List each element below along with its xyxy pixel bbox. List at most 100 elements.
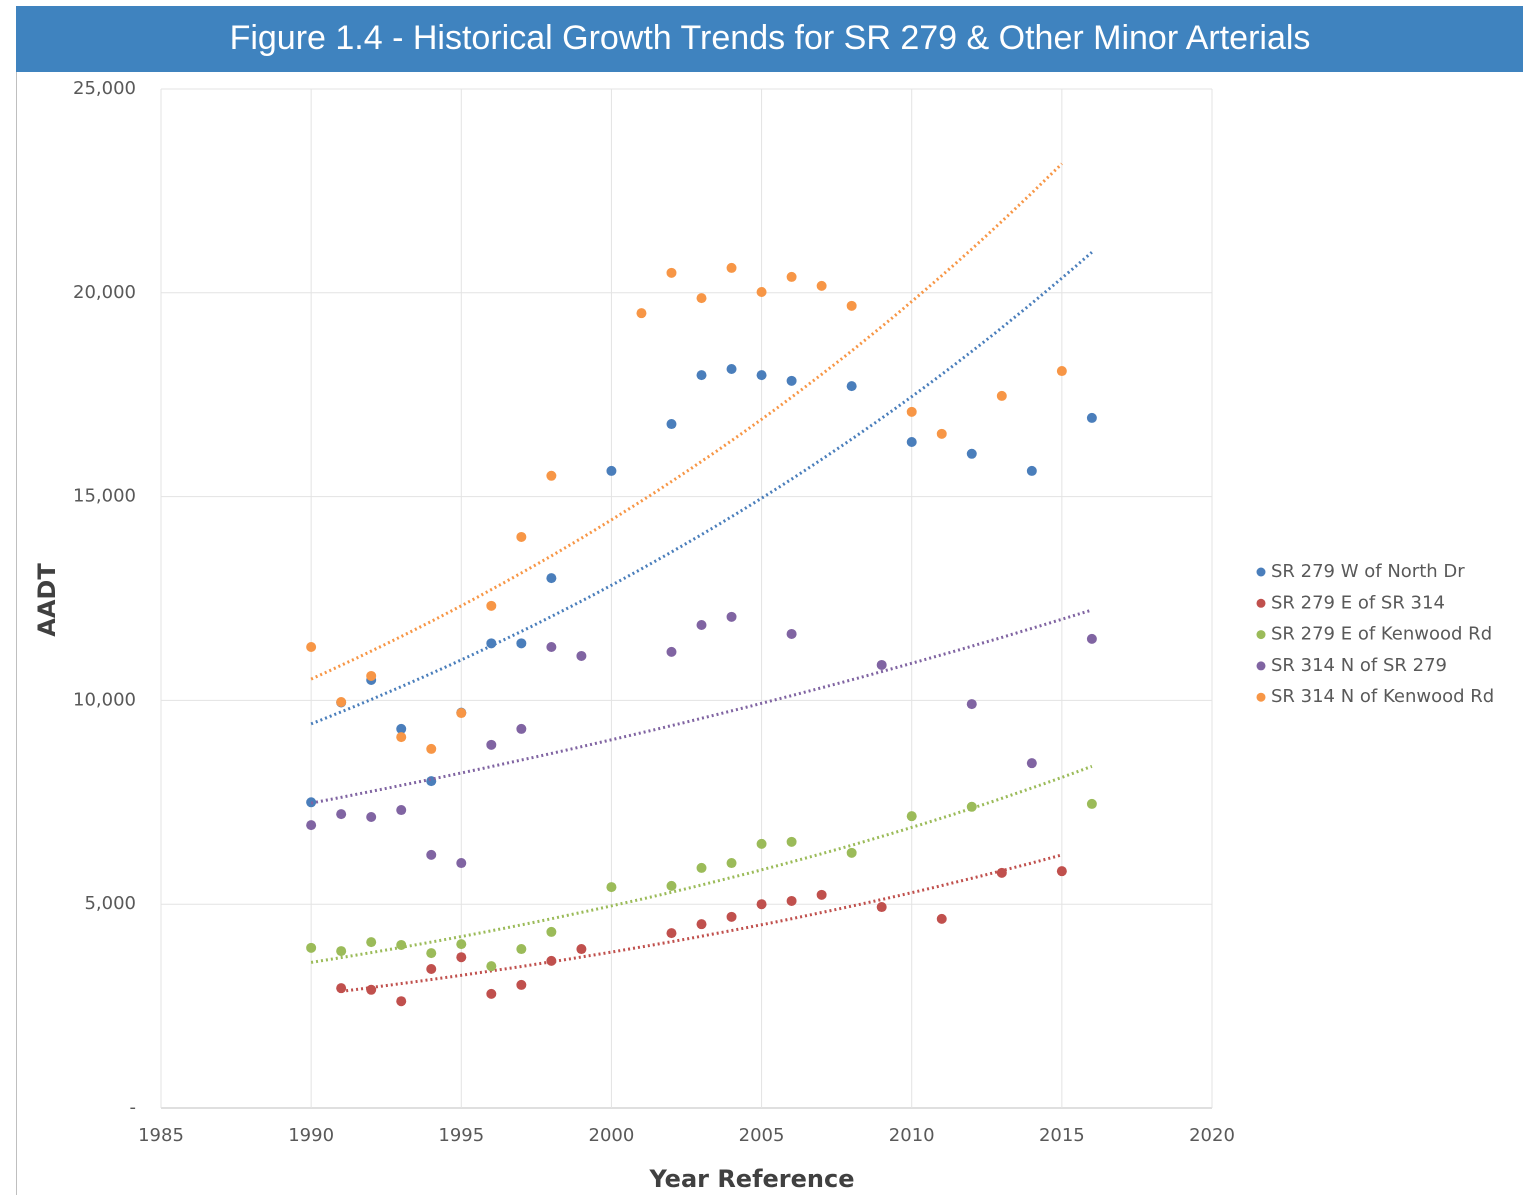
y-tick-label: - [130, 1097, 137, 1118]
x-tick-label: 2015 [1039, 1125, 1085, 1146]
y-tick-label: 20,000 [73, 282, 136, 303]
data-point [1086, 633, 1097, 644]
data-point [306, 642, 317, 653]
data-point [396, 996, 407, 1007]
trend-line [310, 251, 1093, 726]
data-point [456, 708, 467, 719]
data-point [486, 961, 497, 972]
data-point [876, 902, 887, 913]
chart-title: Figure 1.4 - Historical Growth Trends fo… [230, 19, 1311, 57]
legend-marker [1256, 661, 1266, 671]
data-point [426, 743, 437, 754]
data-point [336, 697, 347, 708]
data-point [726, 364, 737, 375]
data-point [786, 895, 797, 906]
data-point [336, 809, 347, 820]
legend-label: SR 314 N of SR 279 [1271, 655, 1447, 676]
data-point [516, 638, 527, 649]
data-point [486, 988, 497, 999]
data-point [666, 880, 677, 891]
data-point [906, 436, 917, 447]
data-point [756, 286, 767, 297]
y-tick-label: 25,000 [73, 78, 136, 99]
data-point [1026, 758, 1037, 769]
data-point [726, 858, 737, 869]
data-point [726, 911, 737, 922]
x-tick-label: 2010 [889, 1125, 935, 1146]
y-tick-label: 15,000 [73, 486, 136, 507]
data-point [396, 732, 407, 743]
data-point [876, 659, 887, 670]
data-point [696, 862, 707, 873]
y-axis-title: AADT [33, 563, 61, 637]
x-tick-label: 1985 [138, 1125, 184, 1146]
data-point [696, 619, 707, 630]
data-point [906, 811, 917, 822]
data-point [846, 847, 857, 858]
data-point [516, 979, 527, 990]
data-point [756, 370, 767, 381]
data-point [636, 308, 647, 319]
data-point [516, 944, 527, 955]
data-point [366, 670, 377, 681]
data-point [666, 419, 677, 430]
data-point [786, 271, 797, 282]
legend-label: SR 279 W of North Dr [1271, 561, 1465, 582]
data-point [426, 849, 437, 860]
data-point [426, 948, 437, 959]
data-point [906, 406, 917, 417]
data-point [756, 838, 767, 849]
data-point [396, 805, 407, 816]
data-point [1056, 366, 1067, 377]
data-point [666, 928, 677, 939]
legend-label: SR 279 E of SR 314 [1271, 592, 1445, 613]
trend-line [310, 162, 1063, 681]
data-point [846, 381, 857, 392]
data-point [366, 937, 377, 948]
data-point [786, 628, 797, 639]
data-point [816, 889, 827, 900]
data-point [966, 801, 977, 812]
data-point [696, 919, 707, 930]
data-point [1026, 465, 1037, 476]
data-point [306, 820, 317, 831]
data-point [486, 600, 497, 611]
trend-line [341, 853, 1063, 993]
data-point [696, 370, 707, 381]
data-point [456, 858, 467, 869]
y-tick-label: 10,000 [73, 689, 136, 710]
data-point [606, 882, 617, 893]
data-point [576, 944, 587, 955]
legend-marker [1256, 567, 1266, 577]
data-point [546, 470, 557, 481]
data-point [966, 448, 977, 459]
data-point [786, 375, 797, 386]
data-point [966, 699, 977, 710]
data-point [336, 946, 347, 957]
y-tick-label: 5,000 [84, 893, 136, 914]
data-point [516, 531, 527, 542]
legend-label: SR 314 N of Kenwood Rd [1271, 686, 1494, 707]
data-point [756, 899, 767, 910]
data-point [666, 646, 677, 657]
data-point [1086, 412, 1097, 423]
data-point [366, 811, 377, 822]
data-point [336, 983, 347, 994]
x-tick-label: 2020 [1189, 1125, 1235, 1146]
data-point [426, 964, 437, 975]
x-tick-label: 2000 [589, 1125, 635, 1146]
x-tick-label: 1990 [288, 1125, 334, 1146]
data-point [576, 650, 587, 661]
data-point [1086, 798, 1097, 809]
x-tick-label: 1995 [438, 1125, 484, 1146]
x-tick-label: 2005 [739, 1125, 785, 1146]
data-point [666, 267, 677, 278]
data-point [846, 300, 857, 311]
data-point [996, 867, 1007, 878]
data-point [936, 428, 947, 439]
data-point [816, 280, 827, 291]
data-point [726, 611, 737, 622]
data-point [786, 836, 797, 847]
legend-marker [1256, 598, 1266, 608]
